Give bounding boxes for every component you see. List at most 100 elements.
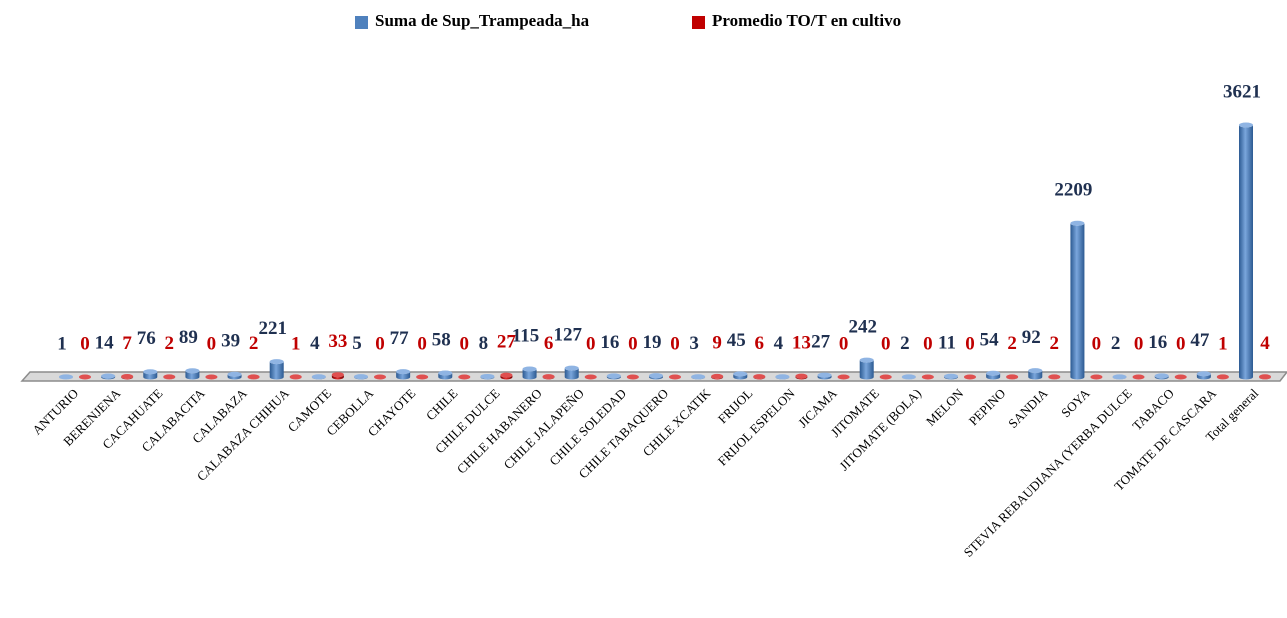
bar	[438, 372, 453, 380]
value-label: 45	[727, 330, 746, 351]
bar	[542, 376, 555, 380]
value-label: 127	[553, 325, 582, 346]
value-label: 13	[792, 332, 811, 353]
bar-top	[1070, 220, 1085, 226]
value-label: 2	[900, 333, 910, 354]
bar	[331, 374, 344, 380]
value-label: 0	[965, 333, 975, 354]
bar-top	[1048, 374, 1061, 380]
value-label: 2209	[1054, 180, 1092, 201]
value-label: 0	[460, 333, 470, 354]
bar-top	[1239, 122, 1253, 128]
bar-top	[795, 373, 808, 379]
value-label: 2	[249, 333, 259, 354]
value-label: 0	[628, 333, 638, 354]
bar-top	[522, 366, 537, 372]
x-tick-label: FRIJOL	[715, 386, 756, 427]
value-label: 5	[352, 333, 362, 354]
bar-top	[626, 374, 639, 380]
bar	[522, 368, 537, 380]
bar	[859, 360, 874, 380]
bar-top	[480, 373, 495, 379]
bar	[101, 376, 116, 380]
value-label: 2	[1007, 333, 1017, 354]
bar	[944, 376, 958, 380]
bar	[227, 374, 242, 380]
value-label: 8	[479, 333, 489, 354]
bar-top	[837, 374, 850, 380]
bar-top	[458, 374, 471, 380]
bar-top	[438, 370, 453, 376]
bar-top	[775, 374, 790, 380]
x-tick-label: CHILE	[423, 386, 461, 424]
value-label: 3	[689, 333, 699, 354]
value-label: 11	[938, 333, 956, 354]
bar-top	[416, 374, 429, 380]
x-tick-label: SANDIA	[1005, 385, 1051, 431]
bar	[1154, 375, 1169, 380]
value-label: 2	[165, 333, 175, 354]
legend-swatch	[355, 16, 368, 29]
bar	[269, 361, 284, 380]
bar-top	[1154, 373, 1169, 379]
value-label: 92	[1022, 327, 1041, 348]
value-label: 77	[390, 328, 410, 349]
bar-top	[247, 374, 260, 380]
bar-top	[1216, 374, 1229, 380]
bar-top	[59, 374, 73, 380]
value-label: 0	[839, 333, 849, 354]
value-label: 2	[1111, 333, 1121, 354]
bar-top	[691, 374, 706, 380]
bar	[143, 371, 158, 380]
bar-top	[101, 373, 116, 379]
bar-top	[669, 374, 681, 380]
value-label: 1	[291, 333, 301, 354]
value-label: 19	[643, 332, 662, 353]
value-label: 58	[432, 329, 451, 350]
bar	[817, 375, 832, 380]
bar-top	[1259, 374, 1271, 380]
value-label: 0	[375, 333, 385, 354]
value-label: 33	[328, 331, 347, 352]
bar-top	[564, 365, 579, 371]
legend-label: Promedio TO/T en cultivo	[712, 11, 901, 30]
value-label: 0	[1134, 333, 1144, 354]
bar-top	[711, 373, 724, 379]
bar-top	[311, 374, 326, 380]
value-label: 54	[980, 330, 1000, 351]
bar-top	[354, 374, 368, 380]
bar-top	[542, 374, 555, 380]
value-label: 0	[207, 333, 217, 354]
bar-top	[1028, 368, 1043, 374]
bar-top	[185, 368, 200, 374]
value-label: 1	[1218, 333, 1228, 354]
bar-top	[205, 374, 218, 380]
bar-top	[374, 374, 386, 380]
bar	[986, 373, 1001, 380]
bar-top	[500, 372, 513, 378]
value-label: 0	[1092, 333, 1102, 354]
value-label: 7	[122, 333, 132, 354]
value-label: 76	[137, 328, 156, 349]
x-tick-label: FRIJOL ESPELON	[715, 385, 798, 468]
value-label: 89	[179, 327, 198, 348]
bar-top	[1196, 371, 1211, 377]
bar-top	[396, 369, 411, 375]
bar-top	[901, 374, 916, 380]
bar-top	[817, 372, 832, 378]
value-label: 2	[1050, 333, 1060, 354]
value-label: 3621	[1223, 81, 1261, 102]
bar-top	[1090, 374, 1103, 380]
value-label: 4	[310, 333, 320, 354]
bar-top	[606, 373, 621, 379]
x-tick-label: MELON	[923, 385, 967, 429]
value-label: 16	[1148, 332, 1167, 353]
value-label: 14	[95, 332, 115, 353]
bar-top	[733, 371, 748, 377]
bar-top	[227, 371, 242, 377]
bar	[733, 373, 748, 380]
bar	[1028, 370, 1043, 380]
bar	[480, 376, 495, 380]
bar	[500, 375, 513, 380]
